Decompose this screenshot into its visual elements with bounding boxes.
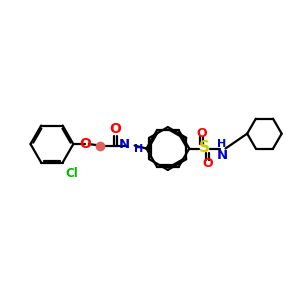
Text: N: N — [216, 149, 227, 162]
Text: H: H — [134, 143, 143, 154]
Text: H: H — [217, 140, 226, 149]
Text: O: O — [202, 157, 213, 170]
Text: N: N — [119, 138, 130, 151]
Text: Cl: Cl — [65, 167, 78, 180]
Text: O: O — [79, 137, 91, 151]
Text: O: O — [110, 122, 122, 136]
Text: O: O — [196, 127, 207, 140]
Text: S: S — [199, 140, 210, 155]
